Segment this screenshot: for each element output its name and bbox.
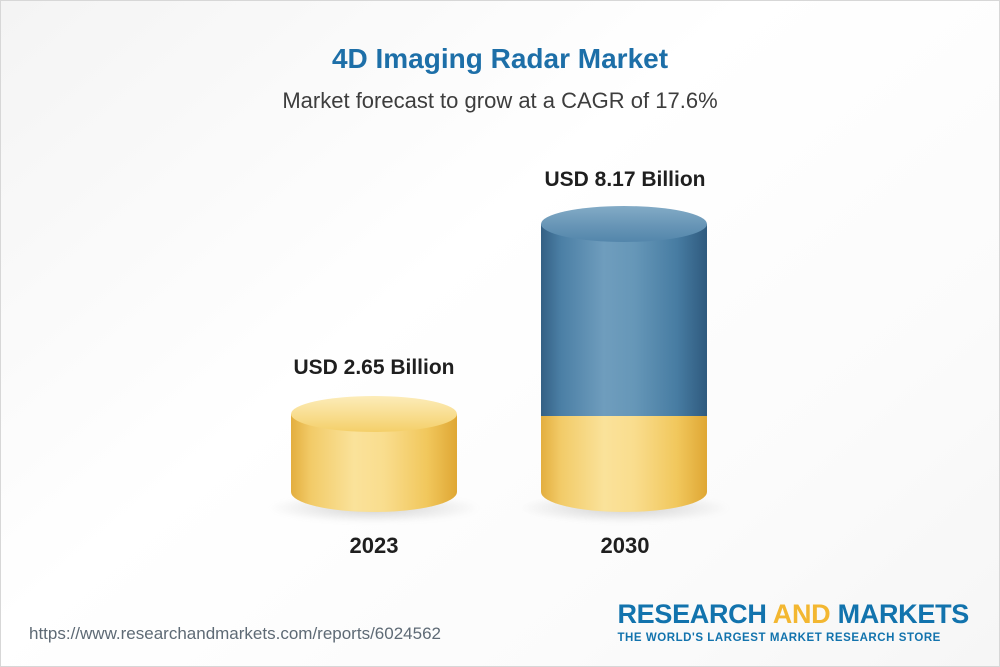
cylinder-cap-gold <box>291 396 457 432</box>
logo-word-and: AND <box>772 599 831 629</box>
research-and-markets-logo: RESEARCH AND MARKETS THE WORLD'S LARGEST… <box>617 601 969 645</box>
bar-value-label-2030: USD 8.17 Billion <box>544 168 706 191</box>
bar-cylinder-2023 <box>291 396 457 512</box>
bar-value-label-2023: USD 2.65 Billion <box>293 356 455 379</box>
bar-cylinder-2030 <box>541 206 707 512</box>
cylinder-cap-blue <box>541 206 707 242</box>
logo-word-markets: MARKETS <box>837 599 970 629</box>
report-url-link[interactable]: https://www.researchandmarkets.com/repor… <box>29 624 441 643</box>
category-label-2030: 2030 <box>600 533 650 558</box>
chart-title: 4D Imaging Radar Market <box>331 43 669 74</box>
chart-subtitle: Market forecast to grow at a CAGR of 17.… <box>282 88 718 113</box>
logo-tagline: THE WORLD'S LARGEST MARKET RESEARCH STOR… <box>617 632 941 644</box>
logo-word-research: RESEARCH <box>617 599 767 629</box>
logo-wordmark: RESEARCH AND MARKETS <box>617 601 969 628</box>
category-label-2023: 2023 <box>349 533 399 558</box>
cylinder-segment-growth-blue <box>541 224 707 416</box>
cylinder-segment-base-gold <box>541 416 707 512</box>
